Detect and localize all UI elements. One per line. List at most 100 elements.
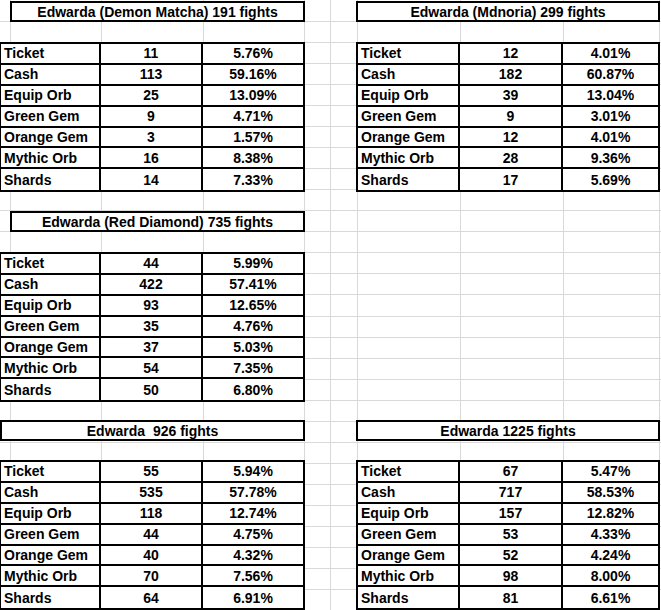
count-cell[interactable]: 70 (101, 566, 203, 585)
count-cell[interactable]: 717 (460, 483, 563, 502)
percent-cell[interactable]: 8.00% (563, 566, 658, 585)
percent-cell[interactable]: 4.75% (203, 525, 303, 544)
count-cell[interactable]: 44 (101, 254, 203, 273)
item-label-cell[interactable]: Orange Gem (1, 338, 101, 357)
item-label-cell[interactable]: Orange Gem (1, 128, 101, 147)
percent-cell[interactable]: 58.53% (563, 483, 658, 502)
item-label-cell[interactable]: Shards (358, 169, 460, 190)
count-cell[interactable]: 3 (101, 128, 203, 147)
count-cell[interactable]: 37 (101, 338, 203, 357)
percent-cell[interactable]: 5.99% (203, 254, 303, 273)
percent-cell[interactable]: 4.01% (563, 128, 658, 147)
percent-cell[interactable]: 12.74% (203, 504, 303, 523)
percent-cell[interactable]: 5.94% (203, 462, 303, 481)
count-cell[interactable]: 535 (101, 483, 203, 502)
item-label-cell[interactable]: Ticket (1, 254, 101, 273)
item-label-cell[interactable]: Mythic Orb (1, 358, 101, 377)
item-label-cell[interactable]: Mythic Orb (358, 566, 460, 585)
table-title-red-diamond[interactable]: Edwarda (Red Diamond) 735 fights (10, 211, 305, 232)
percent-cell[interactable]: 4.71% (203, 107, 303, 126)
item-label-cell[interactable]: Cash (1, 483, 101, 502)
count-cell[interactable]: 35 (101, 317, 203, 336)
item-label-cell[interactable]: Ticket (358, 462, 460, 481)
item-label-cell[interactable]: Green Gem (1, 107, 101, 126)
item-label-cell[interactable]: Mythic Orb (1, 566, 101, 585)
item-label-cell[interactable]: Cash (358, 483, 460, 502)
count-cell[interactable]: 11 (101, 44, 203, 63)
percent-cell[interactable]: 57.41% (203, 275, 303, 294)
percent-cell[interactable]: 3.01% (563, 107, 658, 126)
percent-cell[interactable]: 59.16% (203, 65, 303, 84)
count-cell[interactable]: 81 (460, 587, 563, 608)
item-label-cell[interactable]: Equip Orb (358, 86, 460, 105)
percent-cell[interactable]: 1.57% (203, 128, 303, 147)
count-cell[interactable]: 12 (460, 44, 563, 63)
count-cell[interactable]: 39 (460, 86, 563, 105)
table-title-edwarda-926[interactable]: Edwarda 926 fights (0, 420, 305, 441)
table-title-mdnoria[interactable]: Edwarda (Mdnoria) 299 fights (356, 1, 660, 22)
count-cell[interactable]: 53 (460, 525, 563, 544)
count-cell[interactable]: 55 (101, 462, 203, 481)
percent-cell[interactable]: 5.76% (203, 44, 303, 63)
item-label-cell[interactable]: Equip Orb (1, 86, 101, 105)
percent-cell[interactable]: 7.56% (203, 566, 303, 585)
table-title-demon-matcha[interactable]: Edwarda (Demon Matcha) 191 fights (10, 1, 305, 22)
percent-cell[interactable]: 60.87% (563, 65, 658, 84)
spreadsheet[interactable]: Edwarda (Demon Matcha) 191 fights Edward… (0, 0, 661, 610)
item-label-cell[interactable]: Cash (1, 275, 101, 294)
percent-cell[interactable]: 9.36% (563, 148, 658, 167)
percent-cell[interactable]: 7.33% (203, 169, 303, 190)
count-cell[interactable]: 50 (101, 379, 203, 400)
count-cell[interactable]: 113 (101, 65, 203, 84)
count-cell[interactable]: 16 (101, 148, 203, 167)
count-cell[interactable]: 14 (101, 169, 203, 190)
count-cell[interactable]: 40 (101, 546, 203, 565)
count-cell[interactable]: 182 (460, 65, 563, 84)
count-cell[interactable]: 28 (460, 148, 563, 167)
item-label-cell[interactable]: Ticket (358, 44, 460, 63)
count-cell[interactable]: 54 (101, 358, 203, 377)
item-label-cell[interactable]: Shards (358, 587, 460, 608)
count-cell[interactable]: 67 (460, 462, 563, 481)
item-label-cell[interactable]: Shards (1, 587, 101, 608)
count-cell[interactable]: 422 (101, 275, 203, 294)
percent-cell[interactable]: 5.69% (563, 169, 658, 190)
percent-cell[interactable]: 57.78% (203, 483, 303, 502)
item-label-cell[interactable]: Cash (358, 65, 460, 84)
percent-cell[interactable]: 4.01% (563, 44, 658, 63)
percent-cell[interactable]: 4.76% (203, 317, 303, 336)
percent-cell[interactable]: 12.82% (563, 504, 658, 523)
item-label-cell[interactable]: Cash (1, 65, 101, 84)
count-cell[interactable]: 44 (101, 525, 203, 544)
item-label-cell[interactable]: Shards (1, 379, 101, 400)
percent-cell[interactable]: 5.03% (203, 338, 303, 357)
percent-cell[interactable]: 13.04% (563, 86, 658, 105)
table-title-edwarda-1225[interactable]: Edwarda 1225 fights (356, 420, 660, 441)
count-cell[interactable]: 157 (460, 504, 563, 523)
percent-cell[interactable]: 7.35% (203, 358, 303, 377)
item-label-cell[interactable]: Equip Orb (358, 504, 460, 523)
item-label-cell[interactable]: Green Gem (1, 317, 101, 336)
item-label-cell[interactable]: Green Gem (1, 525, 101, 544)
count-cell[interactable]: 12 (460, 128, 563, 147)
item-label-cell[interactable]: Equip Orb (1, 504, 101, 523)
count-cell[interactable]: 9 (101, 107, 203, 126)
count-cell[interactable]: 93 (101, 296, 203, 315)
count-cell[interactable]: 98 (460, 566, 563, 585)
item-label-cell[interactable]: Ticket (1, 462, 101, 481)
percent-cell[interactable]: 6.61% (563, 587, 658, 608)
item-label-cell[interactable]: Mythic Orb (1, 148, 101, 167)
count-cell[interactable]: 25 (101, 86, 203, 105)
percent-cell[interactable]: 6.91% (203, 587, 303, 608)
item-label-cell[interactable]: Mythic Orb (358, 148, 460, 167)
item-label-cell[interactable]: Orange Gem (358, 128, 460, 147)
percent-cell[interactable]: 4.33% (563, 525, 658, 544)
percent-cell[interactable]: 6.80% (203, 379, 303, 400)
item-label-cell[interactable]: Orange Gem (358, 546, 460, 565)
count-cell[interactable]: 17 (460, 169, 563, 190)
count-cell[interactable]: 9 (460, 107, 563, 126)
item-label-cell[interactable]: Ticket (1, 44, 101, 63)
percent-cell[interactable]: 4.24% (563, 546, 658, 565)
percent-cell[interactable]: 5.47% (563, 462, 658, 481)
item-label-cell[interactable]: Green Gem (358, 525, 460, 544)
